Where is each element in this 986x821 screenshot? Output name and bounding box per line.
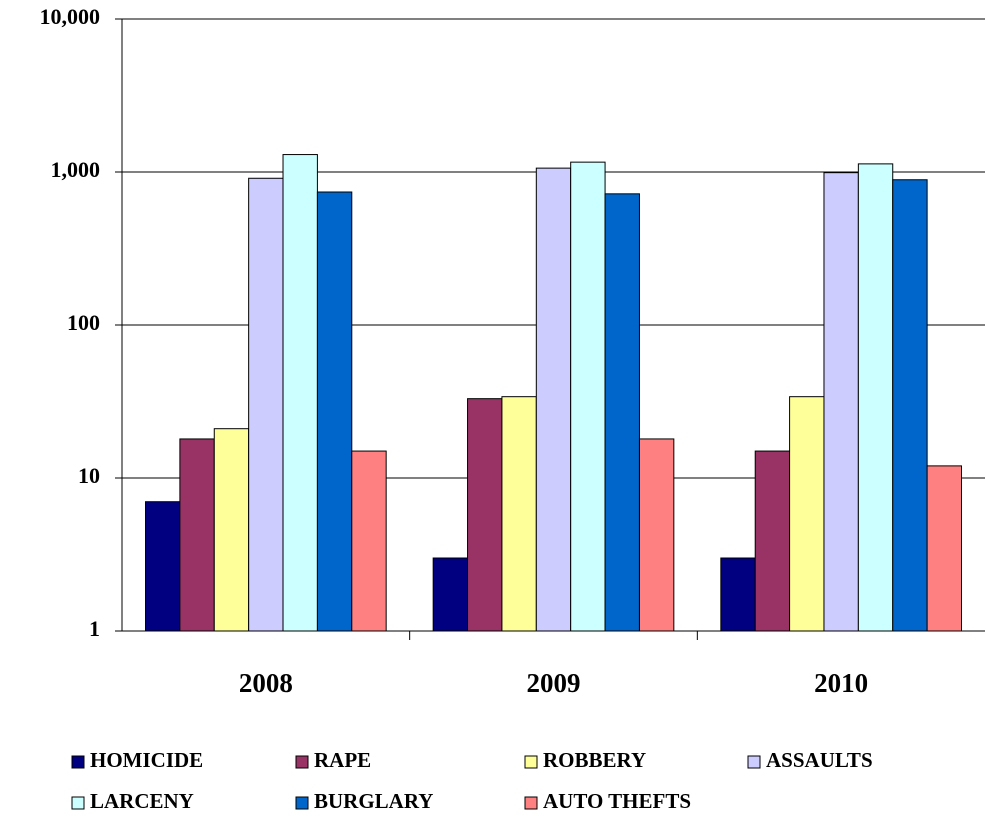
x-tick-label: 2010: [814, 668, 868, 698]
legend-label: LARCENY: [90, 789, 194, 813]
legend-label: RAPE: [314, 748, 371, 772]
legend-swatch: [524, 755, 538, 769]
bar: [857, 163, 894, 632]
bar: [892, 179, 928, 632]
bar: [604, 193, 640, 632]
bar: [501, 396, 537, 632]
bar: [638, 438, 675, 632]
bar: [282, 154, 318, 632]
y-tick-label: 10,000: [40, 4, 101, 29]
x-tick-label: 2008: [239, 668, 293, 698]
bar: [213, 428, 250, 632]
bar: [179, 438, 215, 632]
y-tick-label: 100: [67, 310, 100, 335]
y-tick-label: 1,000: [51, 157, 101, 182]
legend-label: AUTO THEFTS: [543, 789, 691, 813]
legend-swatch: [295, 796, 309, 810]
bar: [720, 557, 756, 632]
bar: [754, 450, 791, 632]
legend-swatch: [295, 755, 309, 769]
legend-swatch: [71, 796, 85, 810]
bar: [316, 191, 353, 632]
bar: [248, 177, 284, 632]
legend-label: HOMICIDE: [90, 748, 203, 772]
bar: [789, 396, 825, 632]
legend-label: ROBBERY: [543, 748, 646, 772]
bar: [535, 167, 572, 632]
bar: [823, 172, 859, 632]
legend-swatch: [747, 755, 761, 769]
bar: [570, 161, 606, 632]
x-tick-label: 2009: [527, 668, 581, 698]
y-tick-label: 1: [89, 616, 100, 641]
legend-label: BURGLARY: [314, 789, 433, 813]
y-tick-label: 10: [78, 463, 100, 488]
legend-swatch: [524, 796, 538, 810]
legend-swatch: [71, 755, 85, 769]
bar: [432, 557, 469, 632]
bar: [351, 450, 387, 632]
legend-label: ASSAULTS: [766, 748, 873, 772]
bar: [467, 398, 503, 632]
bar: [926, 465, 962, 632]
bar: [145, 501, 181, 632]
